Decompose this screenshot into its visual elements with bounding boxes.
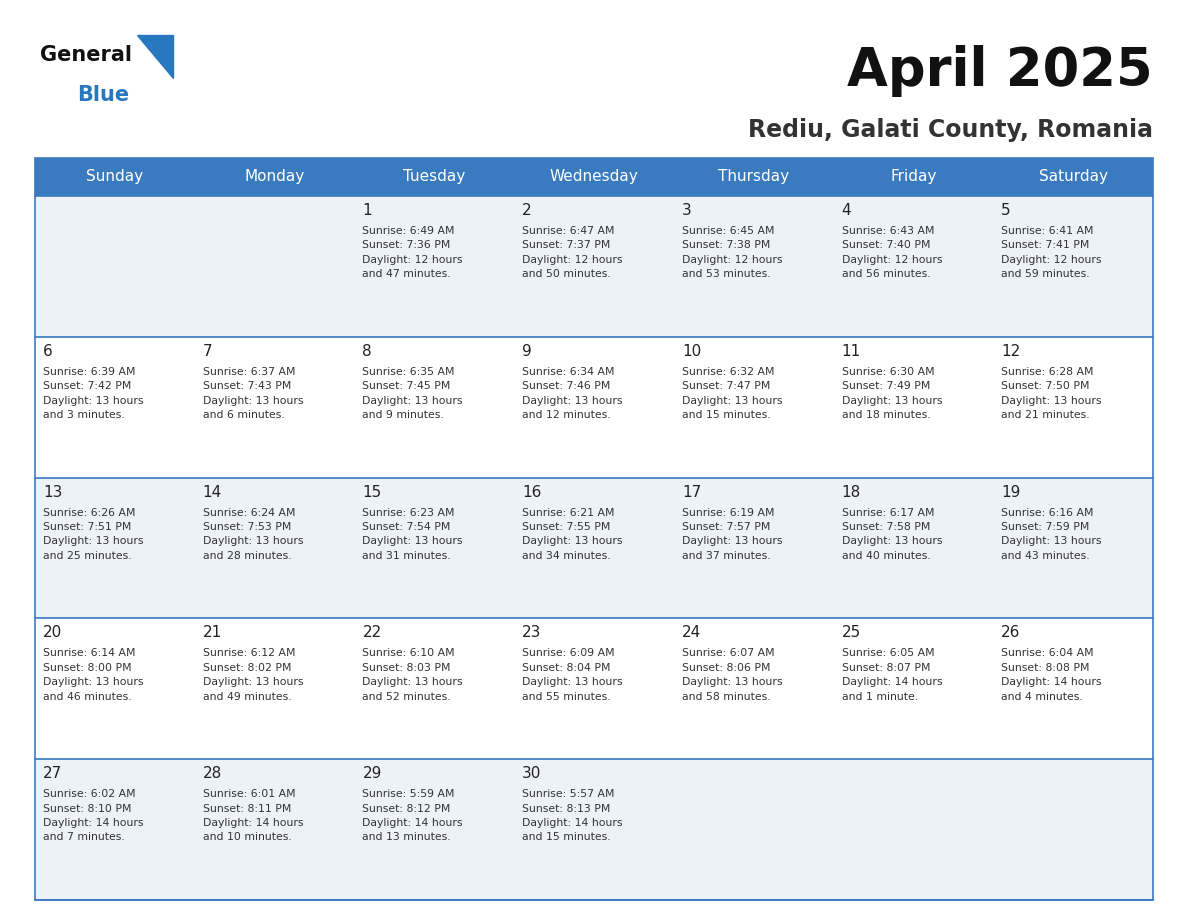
- Text: Wednesday: Wednesday: [550, 170, 638, 185]
- Text: Sunrise: 6:49 AM
Sunset: 7:36 PM
Daylight: 12 hours
and 47 minutes.: Sunrise: 6:49 AM Sunset: 7:36 PM Dayligh…: [362, 226, 463, 279]
- Text: Rediu, Galati County, Romania: Rediu, Galati County, Romania: [748, 118, 1154, 142]
- Text: 3: 3: [682, 203, 691, 218]
- Text: Sunrise: 6:43 AM
Sunset: 7:40 PM
Daylight: 12 hours
and 56 minutes.: Sunrise: 6:43 AM Sunset: 7:40 PM Dayligh…: [841, 226, 942, 279]
- Text: 19: 19: [1001, 485, 1020, 499]
- Bar: [674, 158, 834, 196]
- Text: Sunrise: 6:16 AM
Sunset: 7:59 PM
Daylight: 13 hours
and 43 minutes.: Sunrise: 6:16 AM Sunset: 7:59 PM Dayligh…: [1001, 508, 1101, 561]
- Text: Sunrise: 6:26 AM
Sunset: 7:51 PM
Daylight: 13 hours
and 25 minutes.: Sunrise: 6:26 AM Sunset: 7:51 PM Dayligh…: [43, 508, 144, 561]
- Text: Sunrise: 6:28 AM
Sunset: 7:50 PM
Daylight: 13 hours
and 21 minutes.: Sunrise: 6:28 AM Sunset: 7:50 PM Dayligh…: [1001, 367, 1101, 420]
- Text: Sunrise: 6:37 AM
Sunset: 7:43 PM
Daylight: 13 hours
and 6 minutes.: Sunrise: 6:37 AM Sunset: 7:43 PM Dayligh…: [203, 367, 303, 420]
- Text: 9: 9: [523, 344, 532, 359]
- Text: Sunrise: 6:32 AM
Sunset: 7:47 PM
Daylight: 13 hours
and 15 minutes.: Sunrise: 6:32 AM Sunset: 7:47 PM Dayligh…: [682, 367, 783, 420]
- Text: Blue: Blue: [77, 85, 129, 105]
- Text: Sunrise: 5:57 AM
Sunset: 8:13 PM
Daylight: 14 hours
and 15 minutes.: Sunrise: 5:57 AM Sunset: 8:13 PM Dayligh…: [523, 789, 623, 843]
- Text: Tuesday: Tuesday: [403, 170, 466, 185]
- Text: Sunday: Sunday: [87, 170, 144, 185]
- Text: Friday: Friday: [890, 170, 936, 185]
- Text: 26: 26: [1001, 625, 1020, 641]
- Text: 15: 15: [362, 485, 381, 499]
- Text: 23: 23: [523, 625, 542, 641]
- Text: 12: 12: [1001, 344, 1020, 359]
- Text: 18: 18: [841, 485, 861, 499]
- Text: Sunrise: 6:04 AM
Sunset: 8:08 PM
Daylight: 14 hours
and 4 minutes.: Sunrise: 6:04 AM Sunset: 8:08 PM Dayligh…: [1001, 648, 1101, 701]
- Text: Sunrise: 6:17 AM
Sunset: 7:58 PM
Daylight: 13 hours
and 40 minutes.: Sunrise: 6:17 AM Sunset: 7:58 PM Dayligh…: [841, 508, 942, 561]
- Text: Sunrise: 6:01 AM
Sunset: 8:11 PM
Daylight: 14 hours
and 10 minutes.: Sunrise: 6:01 AM Sunset: 8:11 PM Dayligh…: [203, 789, 303, 843]
- Text: 4: 4: [841, 203, 851, 218]
- Text: Sunrise: 6:14 AM
Sunset: 8:00 PM
Daylight: 13 hours
and 46 minutes.: Sunrise: 6:14 AM Sunset: 8:00 PM Dayligh…: [43, 648, 144, 701]
- Text: 22: 22: [362, 625, 381, 641]
- Bar: [34, 619, 1154, 759]
- Text: Sunrise: 6:24 AM
Sunset: 7:53 PM
Daylight: 13 hours
and 28 minutes.: Sunrise: 6:24 AM Sunset: 7:53 PM Dayligh…: [203, 508, 303, 561]
- Text: Sunrise: 6:47 AM
Sunset: 7:37 PM
Daylight: 12 hours
and 50 minutes.: Sunrise: 6:47 AM Sunset: 7:37 PM Dayligh…: [523, 226, 623, 279]
- Text: 16: 16: [523, 485, 542, 499]
- Text: Sunrise: 5:59 AM
Sunset: 8:12 PM
Daylight: 14 hours
and 13 minutes.: Sunrise: 5:59 AM Sunset: 8:12 PM Dayligh…: [362, 789, 463, 843]
- Text: 2: 2: [523, 203, 532, 218]
- Text: Sunrise: 6:12 AM
Sunset: 8:02 PM
Daylight: 13 hours
and 49 minutes.: Sunrise: 6:12 AM Sunset: 8:02 PM Dayligh…: [203, 648, 303, 701]
- Bar: [34, 477, 1154, 619]
- Text: 7: 7: [203, 344, 213, 359]
- Text: Saturday: Saturday: [1038, 170, 1107, 185]
- Bar: [354, 158, 514, 196]
- Text: Sunrise: 6:02 AM
Sunset: 8:10 PM
Daylight: 14 hours
and 7 minutes.: Sunrise: 6:02 AM Sunset: 8:10 PM Dayligh…: [43, 789, 144, 843]
- Text: 14: 14: [203, 485, 222, 499]
- Text: 24: 24: [682, 625, 701, 641]
- Text: 11: 11: [841, 344, 861, 359]
- Bar: [993, 158, 1154, 196]
- Text: Sunrise: 6:34 AM
Sunset: 7:46 PM
Daylight: 13 hours
and 12 minutes.: Sunrise: 6:34 AM Sunset: 7:46 PM Dayligh…: [523, 367, 623, 420]
- Text: Monday: Monday: [245, 170, 304, 185]
- Text: Sunrise: 6:30 AM
Sunset: 7:49 PM
Daylight: 13 hours
and 18 minutes.: Sunrise: 6:30 AM Sunset: 7:49 PM Dayligh…: [841, 367, 942, 420]
- Text: Thursday: Thursday: [719, 170, 789, 185]
- Text: Sunrise: 6:05 AM
Sunset: 8:07 PM
Daylight: 14 hours
and 1 minute.: Sunrise: 6:05 AM Sunset: 8:07 PM Dayligh…: [841, 648, 942, 701]
- Text: Sunrise: 6:10 AM
Sunset: 8:03 PM
Daylight: 13 hours
and 52 minutes.: Sunrise: 6:10 AM Sunset: 8:03 PM Dayligh…: [362, 648, 463, 701]
- Text: 10: 10: [682, 344, 701, 359]
- Text: 20: 20: [43, 625, 62, 641]
- Text: Sunrise: 6:07 AM
Sunset: 8:06 PM
Daylight: 13 hours
and 58 minutes.: Sunrise: 6:07 AM Sunset: 8:06 PM Dayligh…: [682, 648, 783, 701]
- Text: Sunrise: 6:35 AM
Sunset: 7:45 PM
Daylight: 13 hours
and 9 minutes.: Sunrise: 6:35 AM Sunset: 7:45 PM Dayligh…: [362, 367, 463, 420]
- Text: Sunrise: 6:39 AM
Sunset: 7:42 PM
Daylight: 13 hours
and 3 minutes.: Sunrise: 6:39 AM Sunset: 7:42 PM Dayligh…: [43, 367, 144, 420]
- Text: General: General: [40, 45, 132, 65]
- Text: 6: 6: [43, 344, 52, 359]
- Bar: [34, 759, 1154, 900]
- Text: Sunrise: 6:41 AM
Sunset: 7:41 PM
Daylight: 12 hours
and 59 minutes.: Sunrise: 6:41 AM Sunset: 7:41 PM Dayligh…: [1001, 226, 1101, 279]
- Text: Sunrise: 6:23 AM
Sunset: 7:54 PM
Daylight: 13 hours
and 31 minutes.: Sunrise: 6:23 AM Sunset: 7:54 PM Dayligh…: [362, 508, 463, 561]
- Text: Sunrise: 6:45 AM
Sunset: 7:38 PM
Daylight: 12 hours
and 53 minutes.: Sunrise: 6:45 AM Sunset: 7:38 PM Dayligh…: [682, 226, 783, 279]
- Bar: [514, 158, 674, 196]
- Text: 28: 28: [203, 767, 222, 781]
- Bar: [34, 337, 1154, 477]
- Text: 1: 1: [362, 203, 372, 218]
- Text: 17: 17: [682, 485, 701, 499]
- Text: 29: 29: [362, 767, 381, 781]
- Text: 5: 5: [1001, 203, 1011, 218]
- Text: 13: 13: [43, 485, 63, 499]
- Text: 25: 25: [841, 625, 861, 641]
- Bar: [195, 158, 354, 196]
- Text: 21: 21: [203, 625, 222, 641]
- Text: Sunrise: 6:19 AM
Sunset: 7:57 PM
Daylight: 13 hours
and 37 minutes.: Sunrise: 6:19 AM Sunset: 7:57 PM Dayligh…: [682, 508, 783, 561]
- Text: 8: 8: [362, 344, 372, 359]
- Bar: [34, 158, 1154, 900]
- Text: 27: 27: [43, 767, 62, 781]
- Text: Sunrise: 6:09 AM
Sunset: 8:04 PM
Daylight: 13 hours
and 55 minutes.: Sunrise: 6:09 AM Sunset: 8:04 PM Dayligh…: [523, 648, 623, 701]
- Text: 30: 30: [523, 767, 542, 781]
- Bar: [34, 196, 1154, 337]
- Text: Sunrise: 6:21 AM
Sunset: 7:55 PM
Daylight: 13 hours
and 34 minutes.: Sunrise: 6:21 AM Sunset: 7:55 PM Dayligh…: [523, 508, 623, 561]
- Bar: [834, 158, 993, 196]
- Text: April 2025: April 2025: [847, 45, 1154, 97]
- Bar: [34, 158, 195, 196]
- Polygon shape: [137, 35, 173, 78]
